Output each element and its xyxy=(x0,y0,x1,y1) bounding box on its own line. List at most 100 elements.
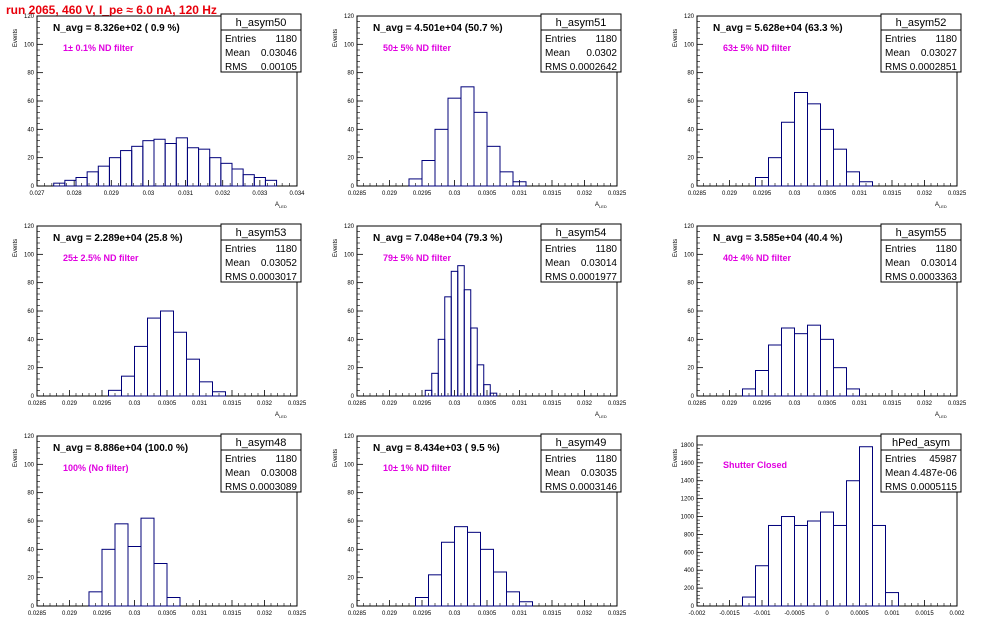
y-tick-label: 80 xyxy=(687,71,694,77)
x-tick-label: 0.03 xyxy=(143,191,155,197)
filter-annotation: 100% (No filter) xyxy=(63,463,129,473)
x-tick-label: 0.029 xyxy=(382,401,398,407)
x-tick-label: 0.0315 xyxy=(543,401,562,407)
y-tick-label: 60 xyxy=(27,519,34,525)
x-axis-title: ALED xyxy=(275,202,287,209)
stats-value: 0.03027 xyxy=(921,48,958,59)
filter-annotation: 63± 5% ND filter xyxy=(723,43,791,53)
x-tick-label: 0.0295 xyxy=(93,611,112,617)
y-tick-label: 60 xyxy=(687,309,694,315)
histogram-bar xyxy=(506,591,520,607)
x-tick-label: 0.032 xyxy=(257,611,273,617)
stats-label: RMS xyxy=(225,482,248,493)
stats-value: 1180 xyxy=(595,34,617,45)
n-avg-label: N_avg = 7.048e+04 (79.3 %) xyxy=(373,233,503,244)
y-axis-title: Events xyxy=(673,239,679,257)
x-tick-label: -0.0015 xyxy=(719,611,740,617)
histogram-bar xyxy=(198,148,211,187)
y-tick-label: 100 xyxy=(684,252,695,258)
histogram-bar xyxy=(794,333,808,397)
histogram-panel-h_asym53: 0.0285 0.029 0.0295 0.03 0.0305 0.031 0.0315 0.… xyxy=(13,223,307,419)
stats-label: RMS xyxy=(545,272,568,283)
stats-value: 0.03046 xyxy=(261,48,298,59)
histogram-bar xyxy=(421,160,436,187)
stats-box xyxy=(540,433,622,493)
x-axis-title: ALED xyxy=(935,202,947,209)
stats-value: 0.03035 xyxy=(581,468,618,479)
x-tick-label: 0.028 xyxy=(67,191,83,197)
histogram-bar xyxy=(147,317,161,397)
x-tick-label: 0.03 xyxy=(129,611,141,617)
x-tick-label: 0.0295 xyxy=(413,611,432,617)
x-tick-label: 0.0285 xyxy=(28,401,47,407)
stats-label: Mean xyxy=(225,258,250,269)
y-tick-label: 1200 xyxy=(681,497,695,503)
x-tick-label: 0.031 xyxy=(852,191,868,197)
y-tick-label: 0 xyxy=(31,184,35,190)
x-tick-label: 0.029 xyxy=(104,191,120,197)
x-tick-label: 0.029 xyxy=(722,401,738,407)
x-tick-label: 0.0285 xyxy=(348,611,367,617)
y-tick-label: 1600 xyxy=(681,461,695,467)
x-tick-label: 0.0305 xyxy=(158,401,177,407)
x-tick-label: 0.032 xyxy=(257,401,273,407)
x-tick-label: 0.0285 xyxy=(348,191,367,197)
filter-annotation: 79± 5% ND filter xyxy=(383,253,451,263)
x-tick-label: 0.0285 xyxy=(28,611,47,617)
stats-value: 0.03052 xyxy=(261,258,298,269)
x-tick-label: 0.031 xyxy=(512,401,528,407)
histogram-bar xyxy=(457,265,465,397)
stats-label: Mean xyxy=(885,258,910,269)
x-tick-label: 0.032 xyxy=(577,401,593,407)
y-tick-label: 80 xyxy=(27,281,34,287)
y-tick-label: 60 xyxy=(347,99,354,105)
y-tick-label: 60 xyxy=(27,99,34,105)
y-tick-label: 0 xyxy=(351,394,355,400)
n-avg-label: N_avg = 8.886e+04 (100.0 %) xyxy=(53,443,188,454)
stats-box xyxy=(220,223,302,283)
filter-annotation: 25± 2.5% ND filter xyxy=(63,253,139,263)
x-tick-label: 0.0325 xyxy=(288,401,307,407)
histogram-bar xyxy=(441,541,455,607)
histogram-bar xyxy=(807,103,821,187)
stats-label: Entries xyxy=(885,454,916,465)
y-tick-label: 120 xyxy=(684,14,695,20)
n-avg-label: N_avg = 3.585e+04 (40.4 %) xyxy=(713,233,843,244)
histogram-name: h_asym53 xyxy=(236,227,287,239)
histogram-bar xyxy=(768,344,782,397)
stats-value: 1180 xyxy=(275,244,297,255)
stats-box xyxy=(220,13,302,73)
stats-value: 0.0005115 xyxy=(910,482,957,493)
x-tick-label: 0.0315 xyxy=(543,191,562,197)
histogram-bar xyxy=(872,524,886,607)
x-tick-label: 0.0325 xyxy=(948,401,967,407)
x-tick-label: 0.03 xyxy=(449,191,461,197)
x-tick-label: 0.0285 xyxy=(348,401,367,407)
histogram-bar xyxy=(493,571,507,607)
histogram-bar xyxy=(781,327,795,397)
histogram-bar xyxy=(512,181,527,187)
x-tick-label: 0.0285 xyxy=(688,401,707,407)
histogram-panel-h_asym49: 0.0285 0.029 0.0295 0.03 0.0305 0.031 0.0315 0.… xyxy=(333,433,627,617)
x-tick-label: 0.0305 xyxy=(478,401,497,407)
stats-label: Entries xyxy=(545,244,576,255)
histogram-name: h_asym49 xyxy=(556,437,607,449)
histogram-bar xyxy=(467,531,481,607)
histogram-bar xyxy=(486,145,501,187)
x-tick-label: 0.0015 xyxy=(915,611,934,617)
histogram-name: h_asym52 xyxy=(896,17,947,29)
stats-value: 0.00105 xyxy=(261,62,298,73)
histogram-bar xyxy=(846,480,860,607)
y-tick-label: 100 xyxy=(344,462,355,468)
histogram-bar xyxy=(175,137,188,187)
x-tick-label: 0.031 xyxy=(178,191,194,197)
x-tick-label: -0.001 xyxy=(753,611,771,617)
run-title: run 2065, 460 V, I_pe ≈ 6.0 nA, 120 Hz xyxy=(6,3,217,17)
y-tick-label: 100 xyxy=(344,252,355,258)
y-tick-label: 100 xyxy=(24,462,35,468)
y-tick-label: 40 xyxy=(347,547,354,553)
histogram-bar xyxy=(768,157,782,187)
x-tick-label: 0.0305 xyxy=(478,191,497,197)
histogram-name: h_asym54 xyxy=(556,227,607,239)
stats-label: Mean xyxy=(545,48,570,59)
